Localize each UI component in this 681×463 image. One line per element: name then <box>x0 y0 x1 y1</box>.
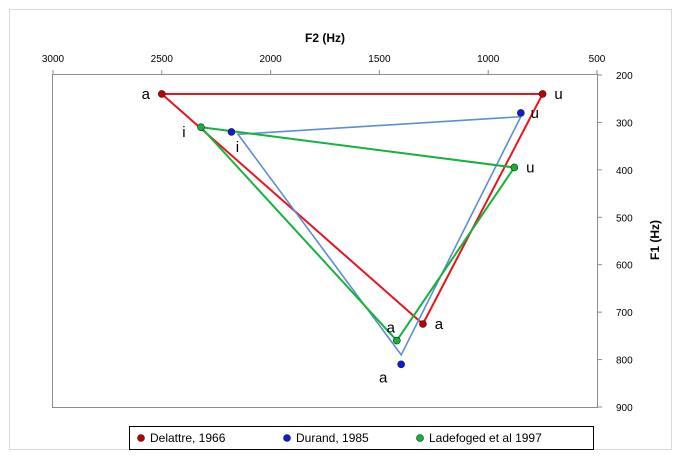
legend: Delattre, 1966 Durand, 1985 Ladefoged et a… <box>129 426 594 450</box>
data-point-3-a <box>393 336 401 345</box>
x-tick-label: 1500 <box>368 54 391 65</box>
legend-marker-1 <box>137 434 145 442</box>
vowel-label-u: u <box>531 105 539 122</box>
y-tick-label: 900 <box>616 403 633 414</box>
point-labels: a u a i u a i u a <box>142 86 563 386</box>
legend-marker-2 <box>283 434 291 442</box>
vowel-label-a: a <box>387 320 396 337</box>
y-axis-title: F1 (Hz) <box>648 220 662 260</box>
y-tick-label: 700 <box>616 308 633 319</box>
data-point-1-a <box>419 320 427 328</box>
x-axis-title: F2 (Hz) <box>305 31 345 45</box>
series-polygon-3 <box>198 125 517 343</box>
x-tick-label: 1000 <box>477 54 500 65</box>
legend-label-2: Durand, 1985 <box>296 431 369 445</box>
data-point-1-a <box>158 90 166 98</box>
plot-area <box>52 74 598 408</box>
legend-box <box>129 426 594 450</box>
data-point-3-i <box>197 123 205 131</box>
data-point-1-u <box>538 90 547 98</box>
y-tick-label: 300 <box>616 118 633 129</box>
x-tick-label: 500 <box>589 54 606 65</box>
series-markers <box>158 90 547 369</box>
vowel-label-i: i <box>182 124 185 141</box>
y-axis-ticks: 200 300 400 500 600 700 800 900 <box>597 71 633 414</box>
vowel-label-a: a <box>379 369 388 386</box>
series-polygon-2 <box>236 115 523 357</box>
y-tick-label: 400 <box>616 166 633 177</box>
legend-label-1: Delattre, 1966 <box>150 431 226 445</box>
data-point-2-u <box>517 109 525 117</box>
x-tick-label: 2000 <box>259 54 282 65</box>
y-tick-label: 500 <box>616 213 633 224</box>
vowel-label-u: u <box>554 86 562 103</box>
x-tick-label: 2500 <box>151 54 174 65</box>
y-tick-label: 600 <box>616 261 633 272</box>
series-polygons <box>159 93 545 357</box>
legend-label-3: Ladefoged et al 1997 <box>429 431 542 445</box>
data-point-2-a <box>397 360 405 369</box>
vowel-label-i: i <box>236 139 239 156</box>
x-tick-label: 3000 <box>42 54 65 65</box>
legend-marker-3 <box>416 434 424 442</box>
y-tick-label: 200 <box>616 71 633 82</box>
data-point-3-u <box>510 163 519 172</box>
vowel-label-u: u <box>526 159 534 176</box>
x-axis-ticks: 3000 2500 2000 1500 1000 500 <box>42 54 606 75</box>
y-tick-label: 800 <box>616 356 633 367</box>
vowel-label-a: a <box>142 86 151 103</box>
vowel-label-a: a <box>435 316 444 333</box>
data-point-2-i <box>227 128 236 136</box>
